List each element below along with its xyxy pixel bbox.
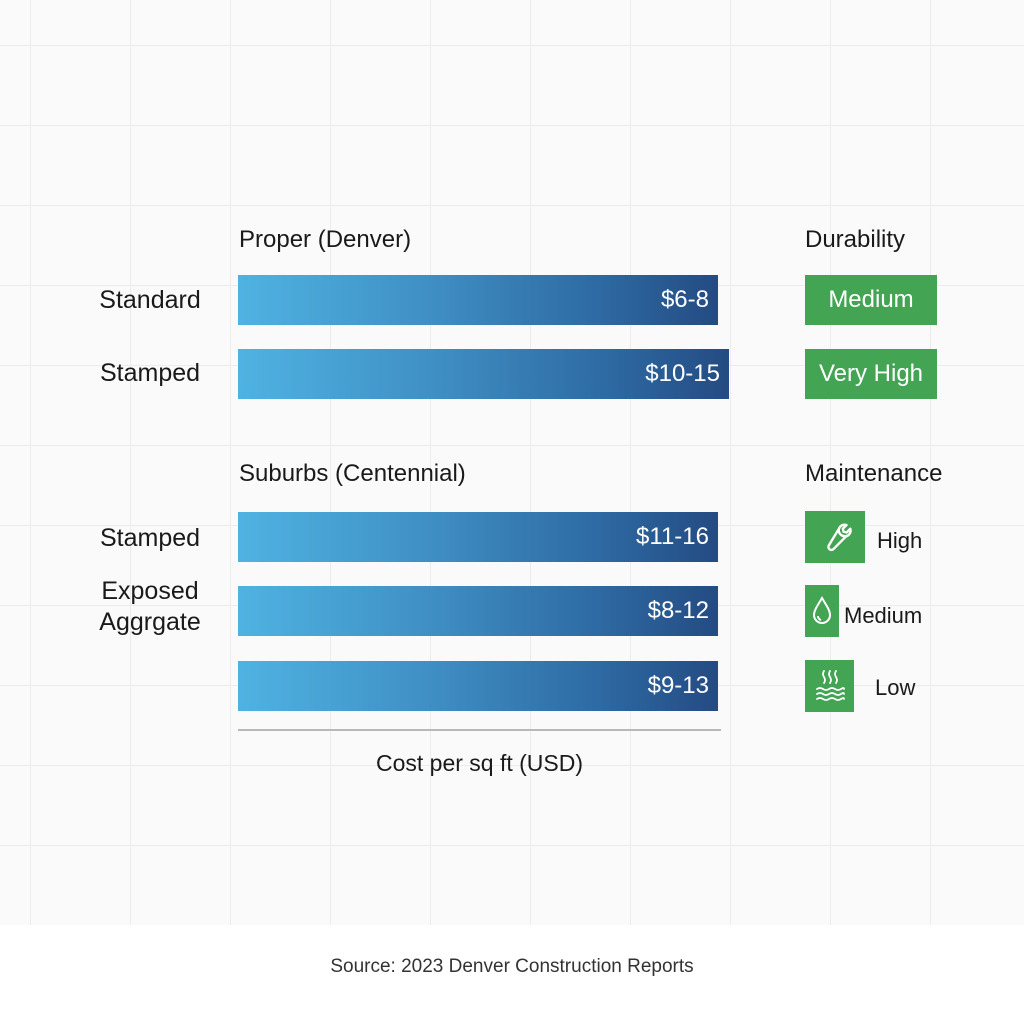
maintenance-label: High (877, 528, 923, 553)
row-label-text: Exposed Aggrgate (99, 577, 201, 636)
x-axis-line (238, 729, 721, 731)
maintenance-label: Medium (844, 603, 923, 628)
maintenance-label: Low (875, 675, 916, 700)
row-label: Standard (99, 286, 201, 314)
bar-label: $6-8 (660, 286, 709, 313)
steam-water-icon (805, 660, 854, 712)
bar-label: $10-15 (645, 360, 720, 387)
bar: $8-12 (238, 586, 718, 636)
background-grid (0, 0, 1024, 925)
water-drop-icon (805, 585, 839, 637)
x-axis-label: Cost per sq ft (USD) (375, 750, 584, 776)
bar: $11-16 (238, 512, 718, 562)
row-label: Exposed Aggrgate (70, 576, 230, 638)
wrench-icon (805, 511, 865, 563)
group-title-suburbs: Suburbs (Centennial) (239, 460, 466, 487)
row-label: Stamped (99, 359, 201, 387)
row-label: Stamped (99, 524, 201, 552)
durability-title: Durability (805, 226, 906, 253)
bar-label: $9-13 (647, 672, 709, 699)
bar: $9-13 (238, 661, 718, 711)
bar-label: $11-16 (636, 523, 709, 550)
group-title-proper: Proper (Denver) (239, 226, 412, 253)
bar-label: $8-12 (647, 597, 709, 624)
durability-badge: Medium (805, 275, 937, 325)
bar: $6-8 (238, 275, 718, 325)
source-note: Source: 2023 Denver Construction Reports (330, 956, 694, 977)
durability-badge: Very High (805, 349, 937, 399)
maintenance-title: Maintenance (805, 460, 943, 487)
bar: $10-15 (238, 349, 729, 399)
